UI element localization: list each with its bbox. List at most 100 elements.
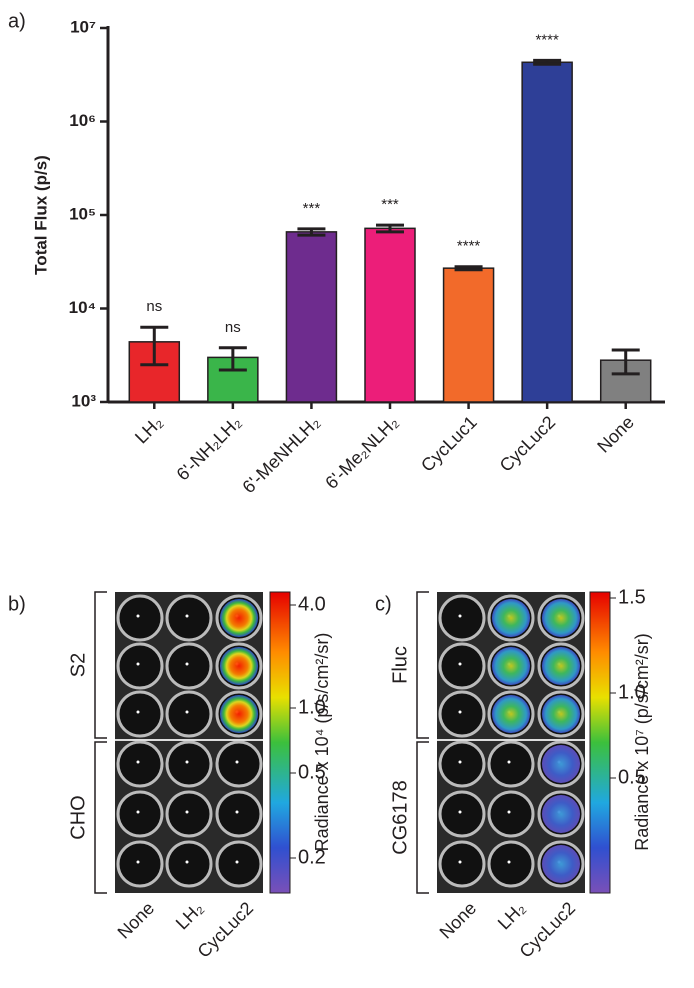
well xyxy=(438,740,486,788)
error-bar xyxy=(376,223,404,234)
well-spot xyxy=(136,860,140,864)
x-tick-label: 6'-NH₂LH₂ xyxy=(173,412,245,484)
column-label: None xyxy=(114,898,159,943)
error-bar xyxy=(533,58,562,66)
well xyxy=(215,840,263,888)
significance-label: *** xyxy=(381,196,399,213)
colorbar-tick-label: 0.2 xyxy=(298,846,326,868)
well xyxy=(487,740,535,788)
well xyxy=(116,740,164,788)
well-spot xyxy=(136,662,140,666)
x-tick-label: None xyxy=(593,412,638,457)
significance-label: **** xyxy=(457,238,481,255)
well xyxy=(487,840,535,888)
well xyxy=(165,642,213,690)
well-spot xyxy=(185,710,189,714)
well-spot xyxy=(507,810,511,814)
colorbar-tick-label: 1.5 xyxy=(618,586,646,608)
colorbar-tick-label: 4.0 xyxy=(298,593,326,615)
column-label: LH₂ xyxy=(494,898,529,933)
well-spot xyxy=(235,860,239,864)
well-spot xyxy=(458,760,462,764)
well-spot xyxy=(458,710,462,714)
column-label: CycLuc2 xyxy=(516,898,580,962)
row-label: CG6178 xyxy=(389,780,411,855)
luminescence xyxy=(542,647,580,685)
significance-label: *** xyxy=(303,200,321,217)
luminescence xyxy=(542,745,580,783)
well xyxy=(438,594,486,642)
well-spot xyxy=(507,760,511,764)
error-bar xyxy=(611,348,640,376)
well-spot xyxy=(136,710,140,714)
well-spot xyxy=(185,614,189,618)
colorbar-tick-label: 0.5 xyxy=(618,766,646,788)
y-tick-label: 10⁴ xyxy=(69,298,96,317)
luminescence xyxy=(220,695,258,733)
panel-label: c) xyxy=(375,593,392,615)
well xyxy=(215,790,263,838)
well-spot xyxy=(458,860,462,864)
well-spot xyxy=(185,860,189,864)
y-axis-label: Total Flux (p/s) xyxy=(31,155,50,275)
error-bar xyxy=(454,265,483,272)
x-tick-label: 6'-Me₂NLH₂ xyxy=(321,412,402,493)
x-tick-label: 6'-MeNHLH₂ xyxy=(238,412,323,497)
column-label: LH₂ xyxy=(172,898,207,933)
luminescence xyxy=(542,845,580,883)
row-label: Fluc xyxy=(389,646,411,684)
well xyxy=(165,690,213,738)
colorbar-tick-label: 1.0 xyxy=(618,681,646,703)
y-tick-label: 10⁵ xyxy=(69,204,96,223)
x-tick-label: CycLuc1 xyxy=(417,412,481,476)
well xyxy=(215,740,263,788)
well-spot xyxy=(458,662,462,666)
well-spot xyxy=(458,614,462,618)
colorbar-label: Radiance x 10⁴ (p/s/cm²/sr) xyxy=(312,633,332,852)
significance-label: ns xyxy=(225,319,241,336)
bar xyxy=(285,231,338,403)
well-spot xyxy=(136,810,140,814)
x-tick-label: CycLuc2 xyxy=(496,412,560,476)
luminescence xyxy=(542,599,580,637)
bracket xyxy=(416,741,429,894)
row-label: CHO xyxy=(67,795,89,839)
well xyxy=(165,840,213,888)
well xyxy=(438,642,486,690)
well xyxy=(438,790,486,838)
well xyxy=(438,840,486,888)
well xyxy=(116,790,164,838)
well-spot xyxy=(136,614,140,618)
y-tick-label: 10³ xyxy=(71,391,96,410)
well-spot xyxy=(185,662,189,666)
well-spot xyxy=(185,760,189,764)
colorbar-tick-label: 0.5 xyxy=(298,761,326,783)
significance-label: ns xyxy=(146,298,162,315)
column-label: CycLuc2 xyxy=(194,898,258,962)
panel-label: a) xyxy=(8,10,26,32)
luminescence xyxy=(220,647,258,685)
panel-label: b) xyxy=(8,593,26,615)
well-spot xyxy=(507,860,511,864)
well xyxy=(116,642,164,690)
significance-label: **** xyxy=(535,31,559,48)
bar xyxy=(521,61,573,403)
well xyxy=(165,790,213,838)
column-label: None xyxy=(436,898,481,943)
colorbar-label: Radiance x 10⁷ (p/s/cm²/sr) xyxy=(632,633,652,851)
luminescence xyxy=(542,695,580,733)
y-tick-label: 10⁷ xyxy=(70,17,96,36)
well xyxy=(116,594,164,642)
row-label: S2 xyxy=(67,653,89,677)
well xyxy=(165,594,213,642)
error-bar xyxy=(140,325,169,367)
luminescence xyxy=(492,647,530,685)
well-spot xyxy=(185,810,189,814)
x-tick-label: LH₂ xyxy=(131,412,166,447)
luminescence xyxy=(220,599,258,637)
well-spot xyxy=(458,810,462,814)
bar xyxy=(442,267,495,403)
well xyxy=(487,790,535,838)
luminescence xyxy=(542,795,580,833)
